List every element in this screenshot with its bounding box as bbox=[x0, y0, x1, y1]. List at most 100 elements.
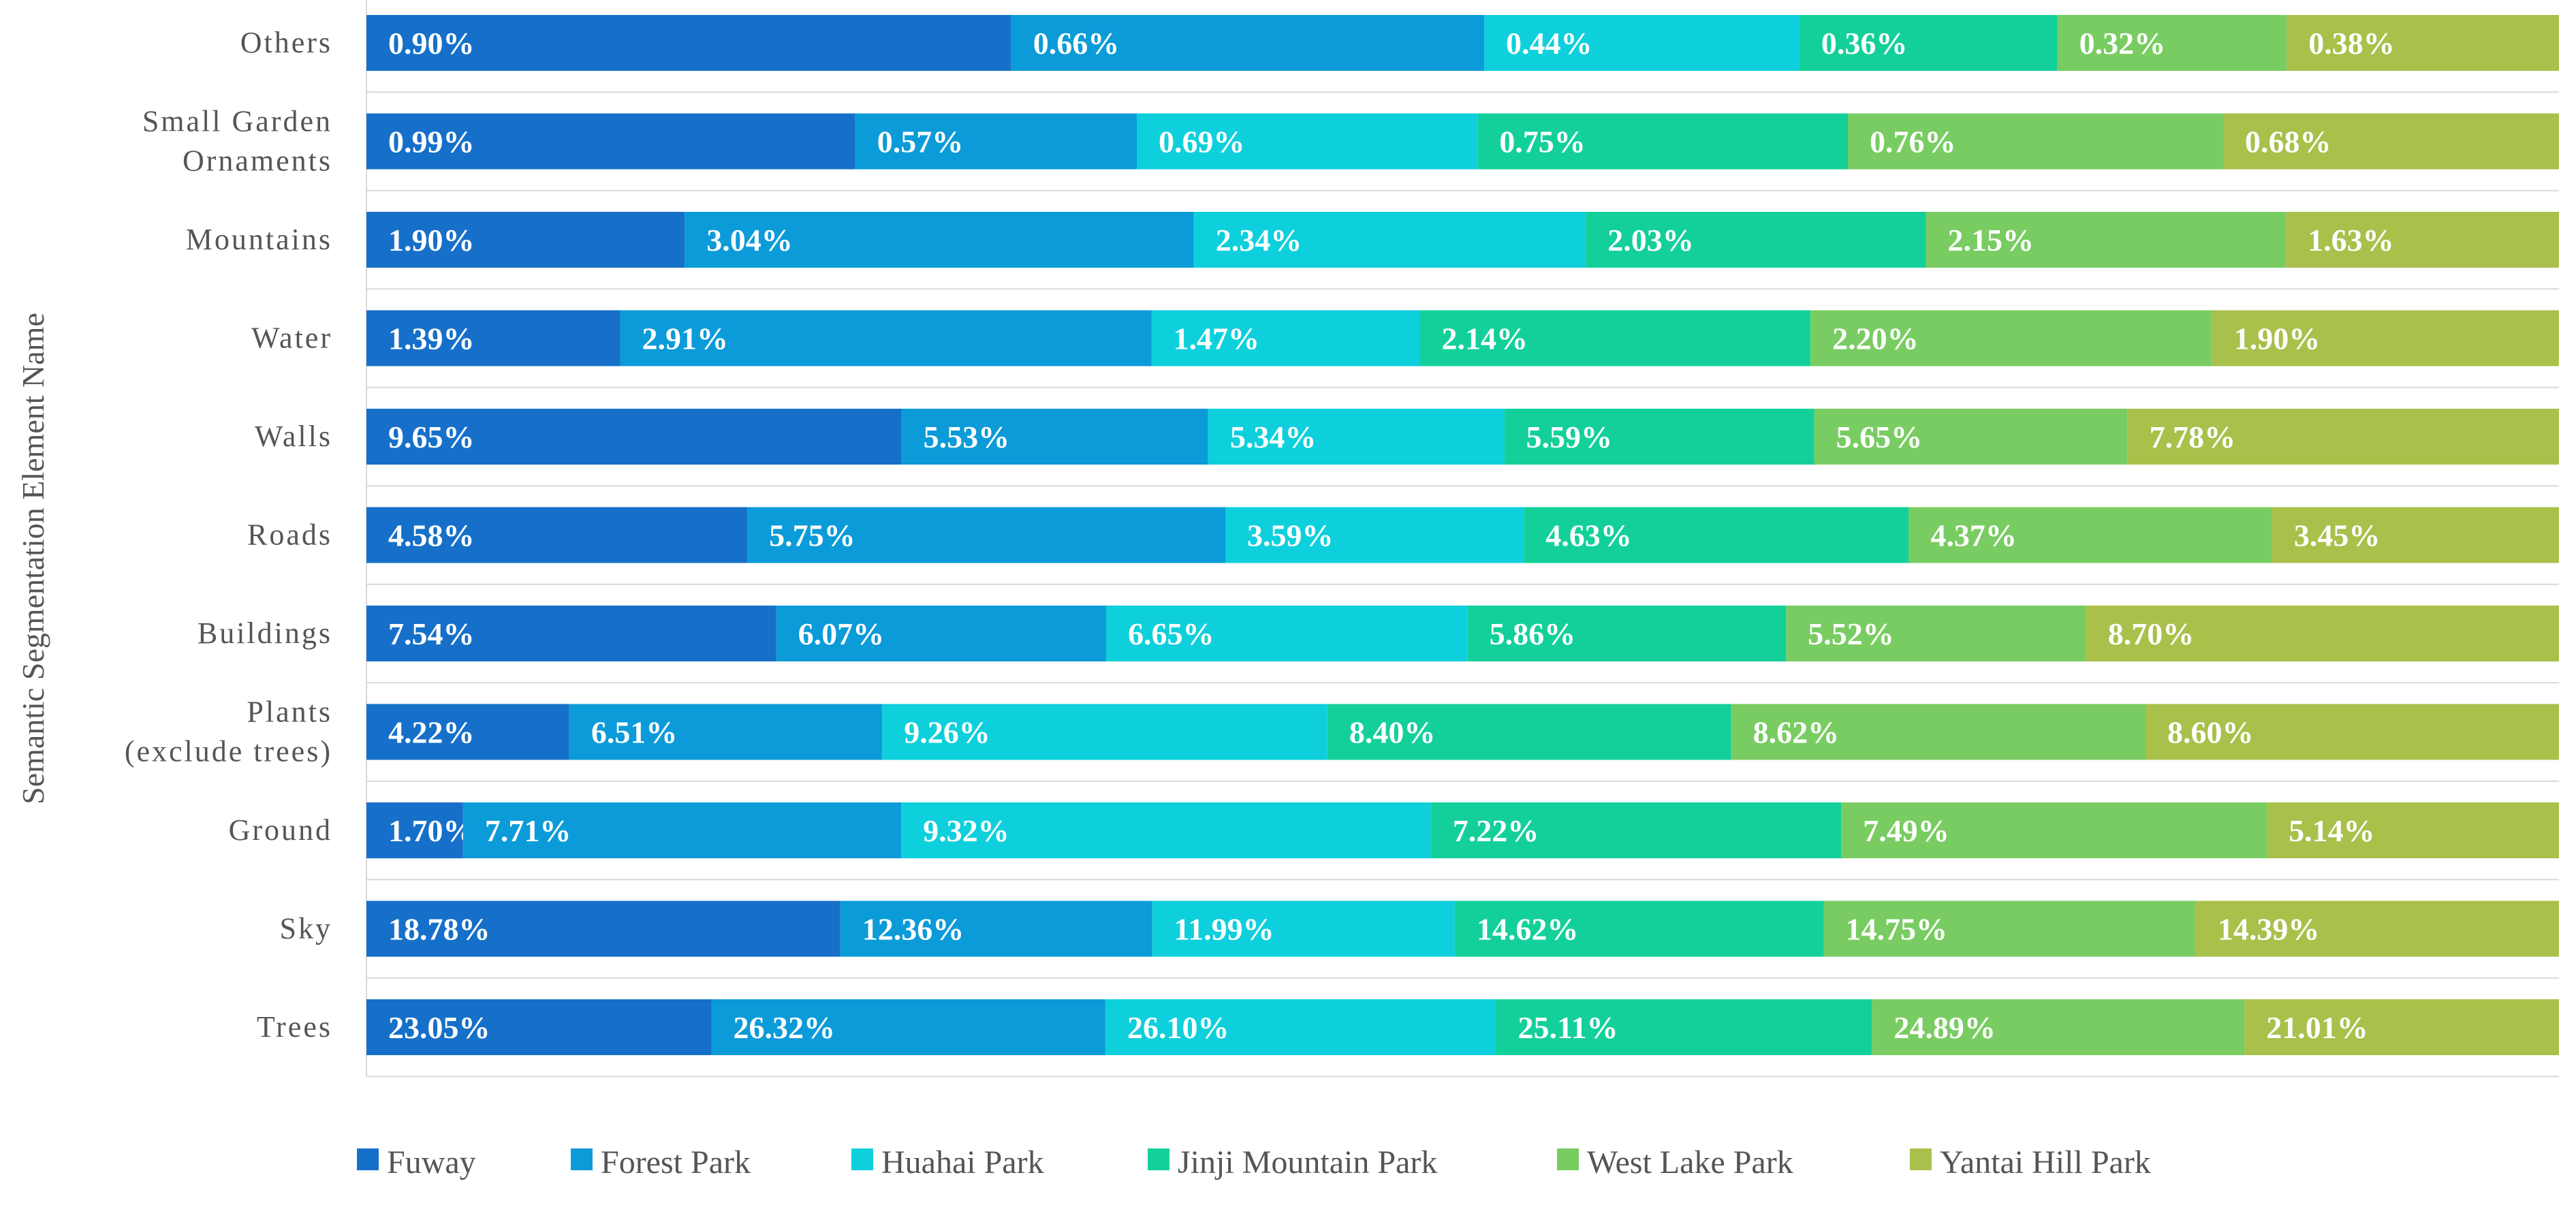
bar-segment bbox=[1524, 507, 1909, 563]
category-label: Mountains bbox=[186, 223, 332, 256]
legend: Fuway Forest Park Huahai Park Jinji Mountai… bbox=[357, 1144, 2151, 1180]
bar-segment bbox=[366, 802, 463, 858]
data-label: 0.68% bbox=[2245, 125, 2331, 159]
data-label: 5.34% bbox=[1230, 420, 1317, 454]
bar-segment bbox=[2244, 999, 2559, 1055]
bar-segment bbox=[366, 704, 569, 760]
legend-label: Forest Park bbox=[601, 1144, 751, 1180]
bar-segment bbox=[1909, 507, 2272, 563]
bar-segment bbox=[1496, 999, 1872, 1055]
data-label: 2.20% bbox=[1832, 322, 1919, 356]
data-label: 14.39% bbox=[2218, 912, 2320, 947]
data-label: 26.10% bbox=[1127, 1010, 1229, 1045]
data-label: 5.52% bbox=[1808, 616, 1894, 651]
bar-segment bbox=[1419, 310, 1811, 366]
data-label: 8.70% bbox=[2108, 616, 2195, 651]
data-label: 4.22% bbox=[388, 715, 475, 750]
bar-segment bbox=[855, 113, 1137, 170]
bar-segment bbox=[1327, 704, 1731, 760]
bar-segment bbox=[901, 409, 1208, 465]
bar-segment bbox=[2086, 606, 2559, 661]
data-label: 1.90% bbox=[388, 223, 475, 257]
bar-segment bbox=[901, 802, 1431, 858]
gridlines bbox=[366, 91, 2559, 1078]
data-label: 7.71% bbox=[485, 813, 571, 848]
category-label: Ornaments bbox=[183, 144, 332, 178]
data-label: 9.26% bbox=[904, 715, 990, 750]
category-label: Walls bbox=[255, 420, 332, 453]
bar-segment bbox=[462, 802, 902, 858]
data-label: 1.70% bbox=[388, 813, 475, 848]
data-label: 8.62% bbox=[1753, 715, 1840, 750]
data-label: 0.32% bbox=[2079, 26, 2166, 61]
bar-segment bbox=[366, 999, 712, 1055]
data-label: 2.03% bbox=[1607, 223, 1694, 257]
bar-segment bbox=[366, 901, 841, 957]
bar-segment bbox=[1814, 409, 2128, 465]
legend-label: Jinji Mountain Park bbox=[1178, 1144, 1437, 1180]
data-label: 8.60% bbox=[2167, 715, 2254, 750]
bar-segment bbox=[1208, 409, 1505, 465]
data-label: 3.59% bbox=[1247, 518, 1334, 553]
data-label: 6.65% bbox=[1128, 616, 1214, 651]
bar-segment bbox=[2267, 802, 2559, 858]
bar-segment bbox=[1484, 15, 1800, 71]
data-label: 4.63% bbox=[1545, 518, 1632, 553]
bar-segment bbox=[1841, 802, 2267, 858]
category-label: Others bbox=[240, 26, 332, 59]
data-label: 0.76% bbox=[1870, 125, 1956, 159]
data-label: 11.99% bbox=[1174, 912, 1274, 947]
data-label: 5.53% bbox=[924, 420, 1010, 454]
data-label: 7.49% bbox=[1863, 813, 1949, 848]
data-label: 0.99% bbox=[388, 125, 475, 159]
bar-segment bbox=[2195, 901, 2559, 957]
data-label: 9.65% bbox=[388, 420, 475, 454]
bar-segment bbox=[366, 507, 748, 563]
category-label: Roads bbox=[247, 518, 332, 552]
bar-segment bbox=[366, 409, 902, 465]
bar-segment bbox=[1106, 606, 1468, 661]
bar-segment bbox=[711, 999, 1105, 1055]
data-label: 6.51% bbox=[591, 715, 678, 750]
category-labels: Trees Sky Ground Plants (exclude trees) Build… bbox=[125, 26, 332, 1044]
data-label: 2.15% bbox=[1947, 223, 2034, 257]
data-label: 5.75% bbox=[769, 518, 855, 553]
legend-swatch bbox=[1557, 1148, 1579, 1170]
legend-label: West Lake Park bbox=[1587, 1144, 1793, 1180]
data-label: 2.91% bbox=[642, 322, 729, 356]
bar-segment bbox=[685, 212, 1194, 268]
bar-segment bbox=[366, 113, 855, 170]
bar-segment bbox=[747, 507, 1225, 563]
bar-segment bbox=[2146, 704, 2559, 760]
bar-segment bbox=[1799, 15, 2058, 71]
bar-segment bbox=[2287, 15, 2559, 71]
data-label: 0.44% bbox=[1506, 26, 1592, 61]
bar-segment bbox=[1504, 409, 1815, 465]
data-label: 14.75% bbox=[1845, 912, 1947, 947]
legend-swatch bbox=[357, 1148, 379, 1170]
bar-segment bbox=[2212, 310, 2559, 366]
data-label: 18.78% bbox=[388, 912, 490, 947]
data-label: 4.37% bbox=[1930, 518, 2017, 553]
data-label: 9.32% bbox=[923, 813, 1009, 848]
data-label: 26.32% bbox=[734, 1010, 836, 1045]
bar-segment bbox=[1786, 606, 2086, 661]
bar-segment bbox=[1011, 15, 1485, 71]
data-label: 2.34% bbox=[1216, 223, 1302, 257]
data-label: 0.69% bbox=[1159, 125, 1245, 159]
data-label: 7.78% bbox=[2150, 420, 2236, 454]
bar-segment bbox=[1137, 113, 1478, 170]
data-label: 6.07% bbox=[798, 616, 885, 651]
bar-segment bbox=[2223, 113, 2559, 170]
data-label: 5.59% bbox=[1526, 420, 1613, 454]
bars: 23.05% 26.32% 26.10% 25.11% 24.89% 21.01% 18.7… bbox=[366, 15, 2559, 1055]
data-label: 3.45% bbox=[2294, 518, 2381, 553]
bar-segment bbox=[1848, 113, 2223, 170]
category-label: Buildings bbox=[198, 616, 332, 650]
bar-segment bbox=[1731, 704, 2146, 760]
legend-label: Fuway bbox=[387, 1144, 476, 1180]
bar-segment bbox=[1193, 212, 1586, 268]
category-label: Small Garden bbox=[142, 105, 332, 138]
